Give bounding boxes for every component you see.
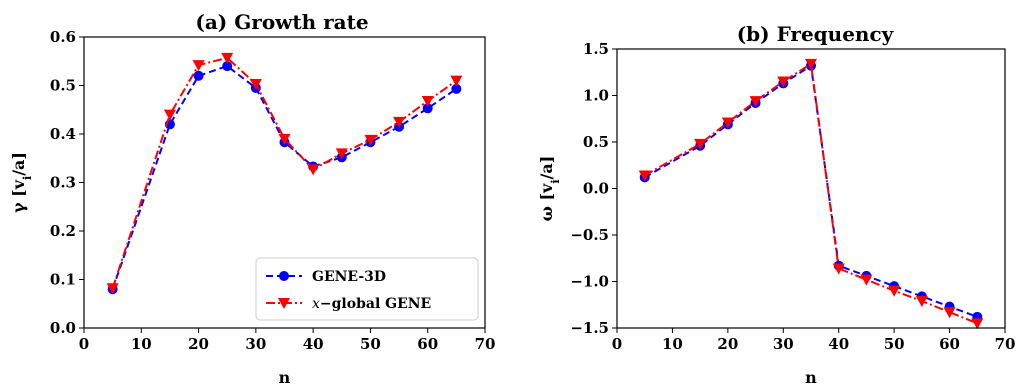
x-tick-label: 10: [662, 335, 683, 353]
y-tick-label: 0.5: [50, 77, 76, 95]
x-tick-label: 0: [612, 335, 622, 353]
x-tick-label: 50: [360, 335, 381, 353]
legend-marker: [279, 271, 289, 281]
data-point: [638, 170, 651, 182]
x-tick-label: 10: [131, 335, 152, 353]
data-point: [451, 83, 462, 94]
data-point: [221, 52, 234, 64]
chart-panel-1: (a) Growth rate 0 10 20 30 40 50 60 70 0.0 0.1 0.2 0…: [9, 10, 495, 387]
chart-title: (a) Growth rate: [195, 10, 368, 34]
data-point: [943, 307, 956, 319]
y-tick-label: −0.5: [570, 226, 609, 244]
data-point: [222, 61, 233, 72]
data-point: [249, 79, 262, 91]
data-point: [192, 60, 205, 72]
plot-frame: [83, 36, 486, 329]
x-tick-label: 60: [417, 335, 438, 353]
y-tick-label: 1.0: [583, 87, 609, 105]
data-point: [777, 76, 790, 88]
legend: GENE-3D x−global GENE: [255, 257, 479, 321]
data-point: [193, 70, 204, 81]
data-point: [163, 109, 176, 121]
series-line-1: [644, 64, 978, 318]
y-tick-label: 0.2: [50, 222, 76, 240]
data-point: [421, 96, 434, 108]
y-tick-label: 0.5: [583, 133, 609, 151]
data-point: [971, 318, 984, 330]
data-point: [422, 103, 433, 114]
legend-label: x−global GENE: [312, 296, 431, 312]
legend-box: [255, 257, 479, 321]
x-tick-label: 70: [475, 335, 496, 353]
data-point: [805, 58, 817, 70]
y-tick-label: 0.6: [50, 28, 76, 46]
x-tick-label: 70: [995, 335, 1016, 353]
y-tick-label: 0.3: [50, 174, 76, 192]
chart-title: (b) Frequency: [737, 22, 895, 46]
data-point: [832, 263, 845, 275]
series-line-2: [644, 62, 978, 325]
data-point: [721, 117, 734, 129]
plot-frame: [616, 48, 1006, 329]
data-point: [888, 285, 901, 297]
series-line-2: [111, 56, 457, 289]
y-tick-label: 0.0: [50, 319, 76, 337]
y-tick-label: 1.5: [583, 40, 609, 58]
x-tick-label: 0: [79, 335, 89, 353]
data-point: [450, 75, 463, 87]
data-point: [335, 148, 348, 160]
x-tick-label: 20: [717, 335, 738, 353]
data-point: [915, 296, 928, 308]
x-tick-label: 60: [939, 335, 960, 353]
x-tick-label: 50: [884, 335, 905, 353]
y-tick-label: 0.0: [583, 180, 609, 198]
data-point: [694, 138, 707, 150]
data-point: [364, 134, 377, 146]
y-tick-label: 0.1: [50, 271, 76, 289]
x-axis-label: n: [805, 368, 817, 387]
data-point: [106, 283, 119, 295]
data-point: [393, 116, 406, 128]
x-tick-label: 30: [245, 335, 266, 353]
x-tick-label: 40: [828, 335, 849, 353]
y-axis-label: ω [vi/a]: [537, 156, 562, 222]
y-axis-label: γ [vi/a]: [9, 152, 34, 213]
legend-marker: [278, 298, 290, 309]
chart-panel-2: (b) Frequency 0 10 20 30 40 50 60 70 −1.5 −1.0 −0.5…: [537, 22, 1015, 387]
data-point: [307, 164, 320, 176]
data-point: [278, 133, 291, 145]
x-tick-label: 40: [303, 335, 324, 353]
x-tick-label: 20: [188, 335, 209, 353]
x-axis-label: n: [279, 368, 291, 387]
series-line-1: [111, 64, 457, 290]
y-tick-label: 0.4: [50, 125, 76, 143]
legend-label: GENE-3D: [312, 269, 386, 285]
data-point: [860, 274, 873, 286]
data-point: [749, 96, 762, 108]
x-tick-label: 30: [773, 335, 794, 353]
y-tick-label: −1.0: [570, 273, 609, 291]
y-tick-label: −1.5: [570, 319, 609, 337]
